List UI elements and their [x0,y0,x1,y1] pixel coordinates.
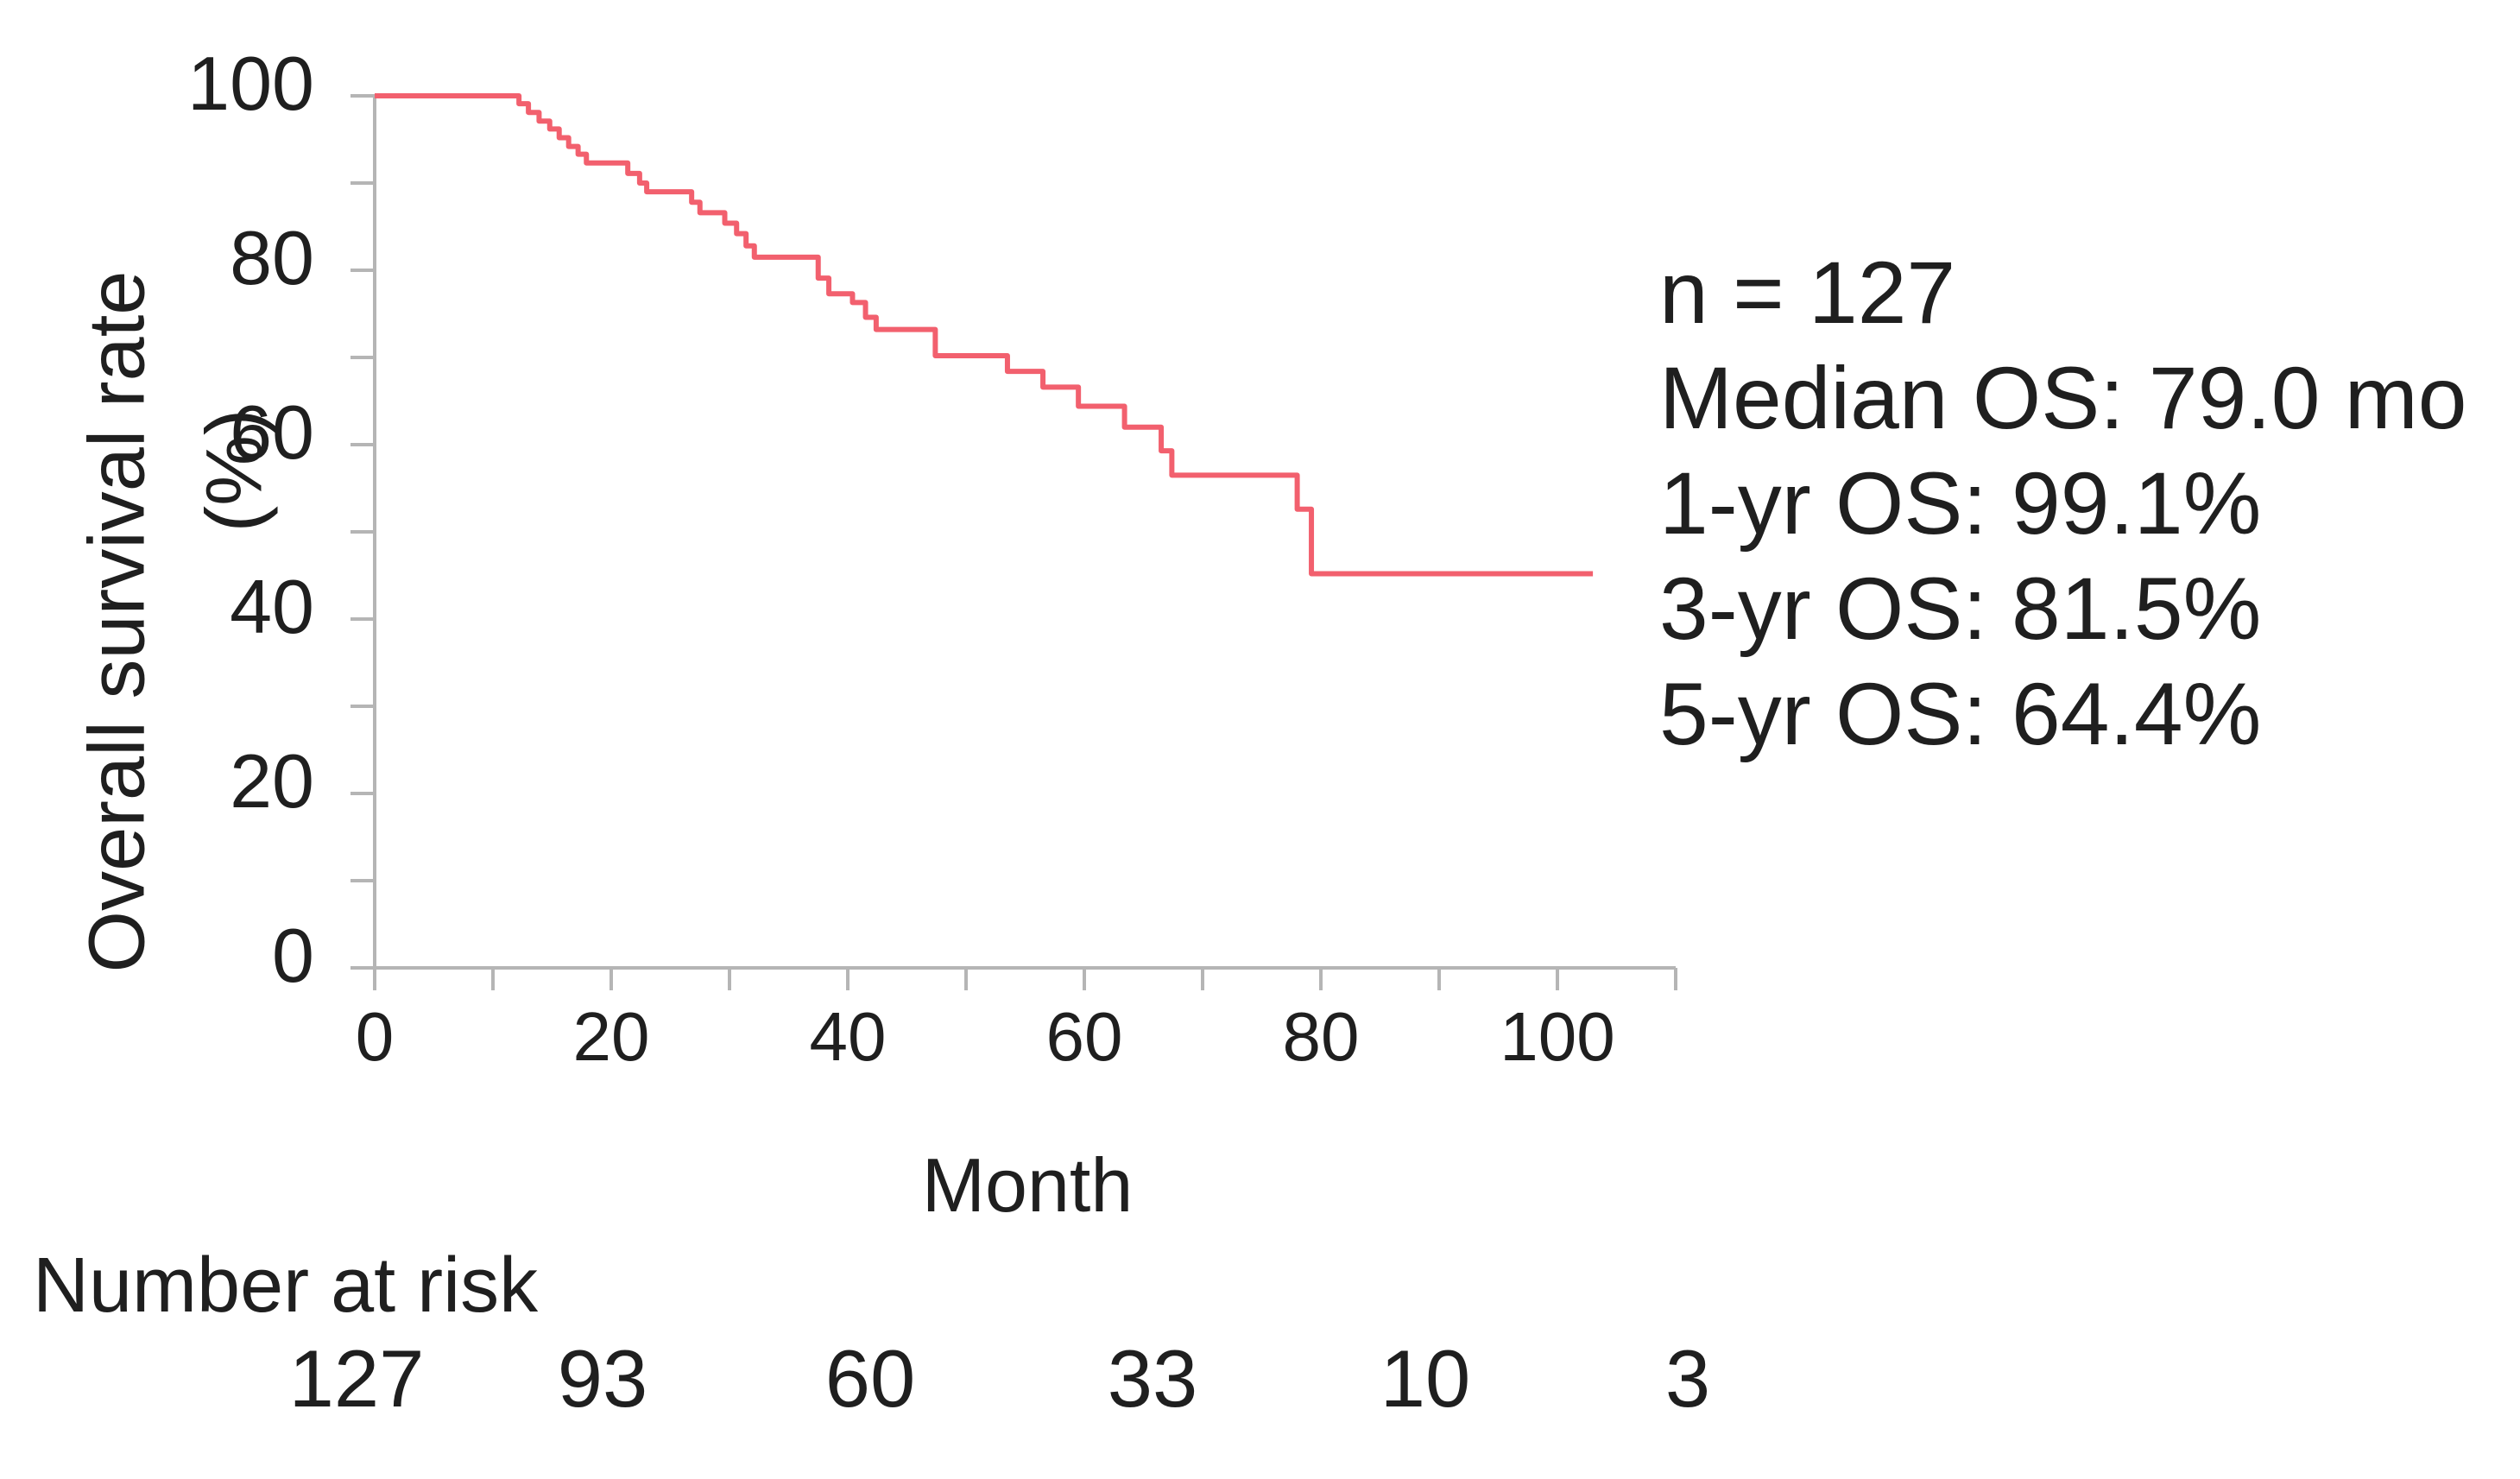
x-axis-title: Month [921,1142,1134,1228]
x-tick-label: 40 [809,998,887,1075]
y-tick-label: 40 [230,564,314,649]
x-tick-label: 100 [1500,998,1615,1075]
y-tick-label: 20 [230,738,314,824]
annotation-line: 5-yr OS: 64.4% [1659,665,2262,763]
number-at-risk-value: 127 [288,1333,425,1424]
number-at-risk-label: Number at risk [33,1242,539,1329]
annotation-line: Median OS: 79.0 mo [1659,349,2467,447]
annotation-line: 3-yr OS: 81.5% [1659,559,2262,658]
number-at-risk-value: 10 [1380,1333,1471,1424]
annotation-line: 1-yr OS: 99.1% [1659,454,2262,553]
number-at-risk-value: 93 [557,1333,648,1424]
annotation-block: n = 127 Median OS: 79.0 mo 1-yr OS: 99.1% 3… [1659,240,2466,767]
number-at-risk-value: 33 [1107,1333,1198,1424]
x-tick-label: 0 [355,998,395,1075]
x-tick-label: 80 [1282,998,1360,1075]
y-tick-label: 0 [272,913,314,998]
number-at-risk-value: 3 [1664,1333,1711,1424]
annotation-line: n = 127 [1659,243,1956,342]
number-at-risk-value: 60 [824,1333,916,1424]
x-tick-label: 20 [572,998,650,1075]
y-tick-label: 60 [230,389,314,475]
x-tick-label: 60 [1045,998,1123,1075]
y-tick-label: 100 [187,41,314,126]
survival-curve [375,93,1594,577]
y-tick-label: 80 [230,215,314,300]
